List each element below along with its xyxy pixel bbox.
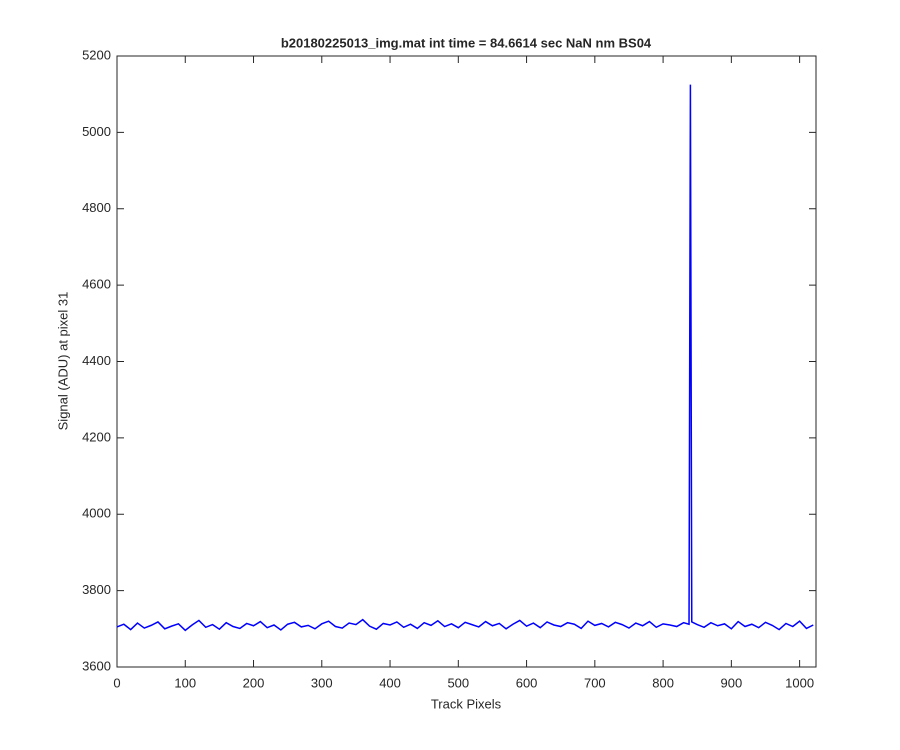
y-tick-label: 4000	[82, 506, 111, 521]
x-tick-label: 400	[379, 675, 401, 690]
y-axis-label: Signal (ADU) at pixel 31	[55, 292, 70, 431]
x-tick-label: 1000	[785, 675, 814, 690]
y-tick-label: 5200	[82, 47, 111, 62]
x-tick-label: 100	[174, 675, 196, 690]
x-axis-label: Track Pixels	[431, 696, 502, 711]
x-tick-label: 900	[721, 675, 743, 690]
x-tick-label: 0	[113, 675, 120, 690]
x-tick-label: 600	[516, 675, 538, 690]
x-tick-label: 700	[584, 675, 606, 690]
y-tick-label: 4600	[82, 277, 111, 292]
x-tick-label: 200	[243, 675, 265, 690]
chart-title: b20180225013_img.mat int time = 84.6614 …	[281, 35, 652, 50]
x-tick-label: 500	[447, 675, 469, 690]
y-tick-label: 3800	[82, 582, 111, 597]
y-tick-label: 5000	[82, 124, 111, 139]
x-tick-label: 800	[652, 675, 674, 690]
x-tick-label: 300	[311, 675, 333, 690]
y-tick-label: 4200	[82, 429, 111, 444]
y-tick-label: 4400	[82, 353, 111, 368]
data-line	[116, 84, 814, 632]
y-tick-label: 3600	[82, 658, 111, 673]
axes-box	[116, 55, 817, 668]
y-tick-label: 4800	[82, 200, 111, 215]
